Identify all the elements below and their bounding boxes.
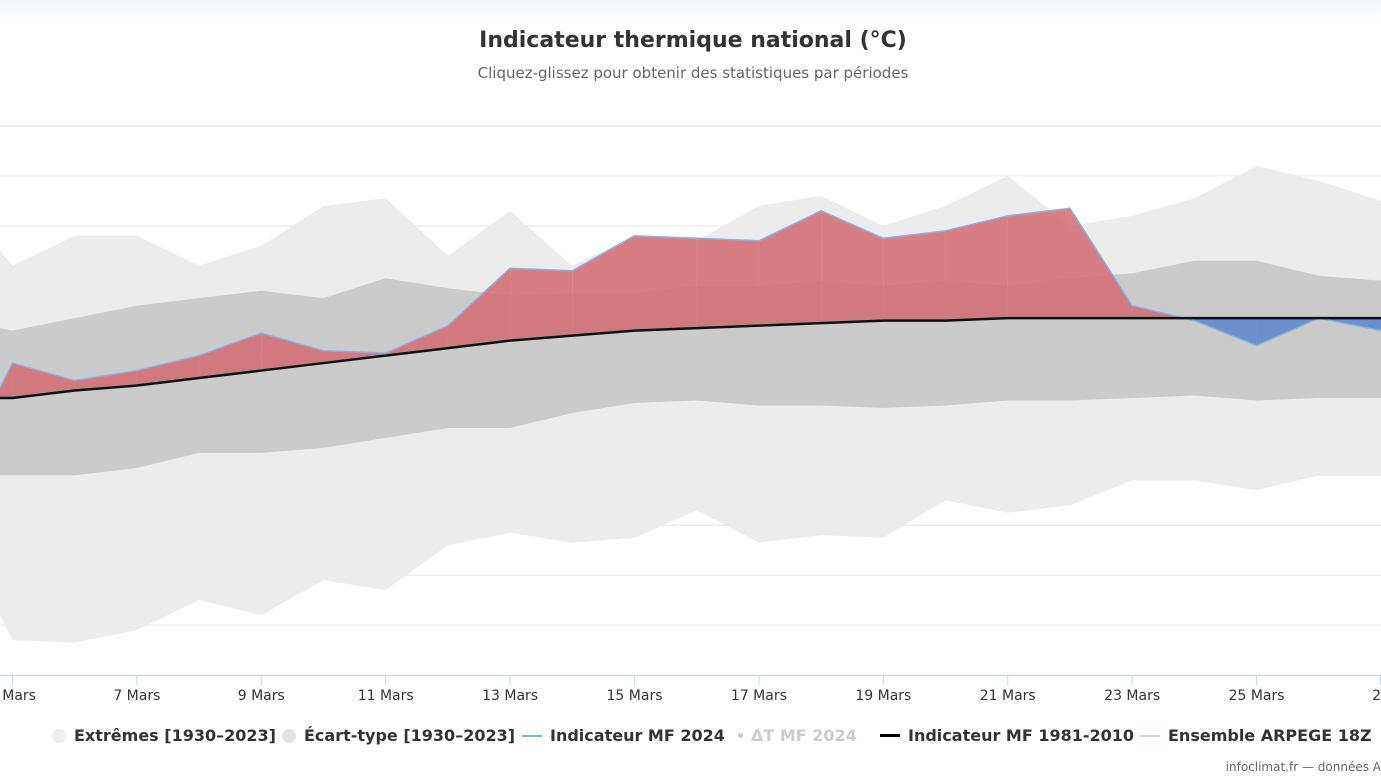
legend-label: Ensemble ARPEGE 18Z [1168, 726, 1372, 745]
top-bar [0, 0, 1381, 18]
legend-label: Indicateur MF 2024 [550, 726, 725, 745]
legend-item-deltat[interactable]: ΔT MF 2024 [738, 726, 857, 745]
mf-1981-2010-line [0, 316, 1381, 400]
legend-symbol-ecart [282, 728, 296, 743]
warm-anomaly-area [261, 333, 324, 371]
x-tick-label: 25 Mars [1229, 688, 1285, 704]
legend-item-arpege[interactable]: Ensemble ARPEGE 18Z [1140, 726, 1372, 745]
warm-anomaly-area [1007, 208, 1070, 319]
x-tick-label: 21 Mars [980, 688, 1036, 704]
chart-subtitle: Cliquez-glissez pour obtenir des statist… [477, 64, 909, 82]
legend-label: Extrêmes [1930–2023] [74, 726, 276, 745]
warm-anomaly-area [758, 210, 822, 326]
warm-anomaly-area [0, 363, 13, 399]
legend-symbol-extremes [52, 728, 66, 743]
chart-title: Indicateur thermique national (°C) [479, 28, 907, 53]
x-tick-label: 9 Mars [238, 688, 285, 704]
credits-link[interactable]: infoclimat.fr — données A [1225, 760, 1381, 774]
warm-anomaly-area [136, 355, 200, 386]
x-tick-label: 19 Mars [855, 688, 911, 704]
x-tick-label: 11 Mars [358, 688, 414, 704]
x-tick-label: 7 Mars [113, 688, 160, 704]
legend-label: ΔT MF 2024 [751, 726, 857, 745]
legend-symbol-arpege [1140, 734, 1160, 737]
warm-anomaly-area [1069, 208, 1133, 319]
warm-anomaly-area [945, 215, 1008, 321]
legend-label: Écart-type [1930–2023] [304, 726, 516, 745]
legend-symbol-normal [880, 734, 900, 737]
warm-anomaly-area [447, 268, 511, 349]
x-tick-label: 23 Mars [1104, 688, 1160, 704]
x-tick-label: 13 Mars [482, 688, 538, 704]
legend-label: Indicateur MF 1981-2010 [908, 726, 1135, 745]
x-tick-label: 15 Mars [607, 688, 663, 704]
legend-symbol-mf2024 [522, 734, 542, 737]
legend-symbol-deltat [738, 733, 743, 738]
warm-anomaly-area [510, 268, 573, 341]
chart-plot-area[interactable]: 5 Mars 7 Mars 9 Mars 11 Mars 13 Mars 15 Mars 1… [0, 0, 1381, 712]
warm-anomaly-area [572, 235, 635, 336]
chart-legend: Extrêmes [1930–2023] Écart-type [1930–202… [0, 726, 1381, 752]
legend-item-extremes[interactable]: Extrêmes [1930–2023] [52, 726, 276, 745]
mf-2024-line [0, 207, 1381, 389]
legend-item-normal[interactable]: Indicateur MF 1981-2010 [880, 726, 1134, 745]
x-tick-label: 17 Mars [731, 688, 787, 704]
x-tick-label: 27 [1372, 688, 1381, 704]
x-tick-label: 5 Mars [0, 688, 36, 704]
warm-anomaly-area [883, 230, 946, 321]
warm-anomaly-area [634, 235, 697, 331]
warm-anomaly-area [821, 210, 884, 324]
warm-anomaly-area [12, 363, 75, 399]
warm-anomaly-area [199, 333, 262, 379]
legend-item-mf2024[interactable]: Indicateur MF 2024 [522, 726, 725, 745]
legend-item-ecart[interactable]: Écart-type [1930–2023] [282, 726, 515, 745]
warm-anomaly-area [696, 238, 759, 329]
